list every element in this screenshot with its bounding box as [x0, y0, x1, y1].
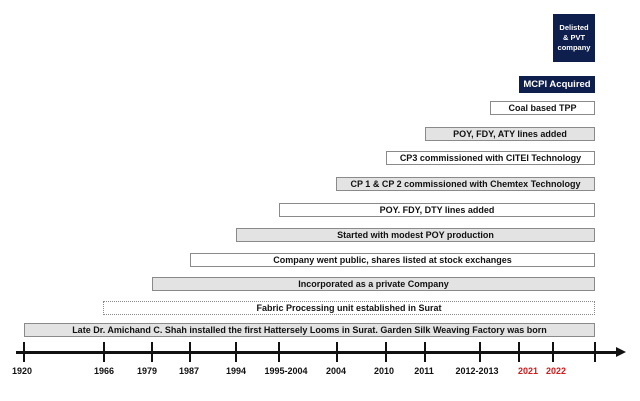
mcpi-acquired-box: MCPI Acquired [519, 76, 595, 93]
year-tick [518, 342, 520, 362]
year-label-1995-2004: 1995-2004 [264, 366, 308, 376]
delisted-line-1: Delisted [559, 23, 589, 32]
milestone-poy-fdy-aty-lines: POY, FDY, ATY lines added [425, 127, 595, 141]
delisted-line-3: company [557, 43, 591, 52]
year-tick [594, 342, 596, 362]
milestone-modest-poy-production: Started with modest POY production [236, 228, 595, 242]
timeline-arrowhead-icon [616, 347, 626, 357]
year-label-2010: 2010 [373, 366, 395, 376]
year-label-1920: 1920 [11, 366, 33, 376]
year-tick [103, 342, 105, 362]
milestone-cp3-citei: CP3 commissioned with CITEI Technology [386, 151, 595, 165]
year-tick [336, 342, 338, 362]
milestone-cp1-cp2-chemtex: CP 1 & CP 2 commissioned with Chemtex Te… [336, 177, 595, 191]
milestone-hattersely-looms: Late Dr. Amichand C. Shah installed the … [24, 323, 595, 337]
milestone-poy-fdy-dty-lines: POY. FDY, DTY lines added [279, 203, 595, 217]
year-label-2022: 2022 [545, 366, 567, 376]
year-tick [278, 342, 280, 362]
milestone-incorporated-private-company: Incorporated as a private Company [152, 277, 595, 291]
year-label-1994: 1994 [225, 366, 247, 376]
year-tick [23, 342, 25, 362]
year-label-1966: 1966 [93, 366, 115, 376]
year-label-2021: 2021 [517, 366, 539, 376]
delisted-pvt-company-box: Delisted & PVT company [553, 14, 595, 62]
year-tick [151, 342, 153, 362]
year-tick [552, 342, 554, 362]
timeline-axis [16, 351, 618, 354]
milestone-fabric-processing-unit: Fabric Processing unit established in Su… [103, 301, 595, 315]
year-label-2011: 2011 [414, 366, 434, 376]
milestone-coal-based-tpp: Coal based TPP [490, 101, 595, 115]
year-label-2012-2013: 2012-2013 [455, 366, 499, 376]
year-label-2004: 2004 [325, 366, 347, 376]
year-tick [479, 342, 481, 362]
milestone-company-went-public: Company went public, shares listed at st… [190, 253, 595, 267]
year-tick [385, 342, 387, 362]
year-tick [424, 342, 426, 362]
delisted-line-2: & PVT [562, 33, 586, 42]
year-tick [189, 342, 191, 362]
year-label-1987: 1987 [178, 366, 200, 376]
year-tick [235, 342, 237, 362]
year-label-1979: 1979 [136, 366, 158, 376]
